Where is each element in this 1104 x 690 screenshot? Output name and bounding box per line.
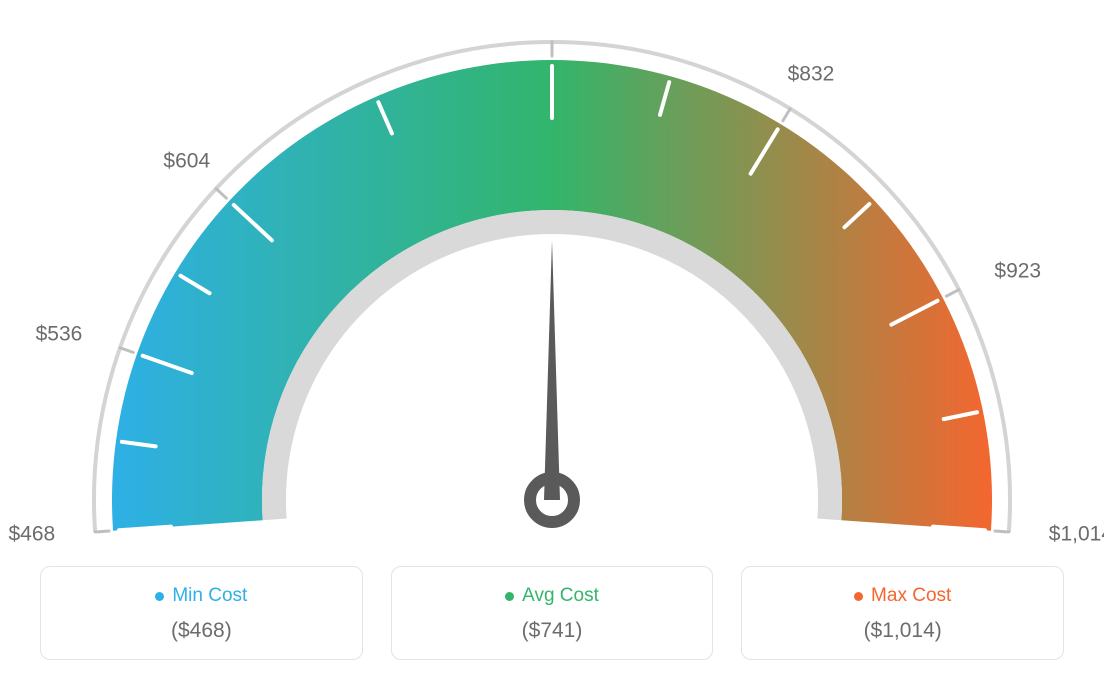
legend-value-min: ($468)	[51, 619, 352, 643]
legend-value-max: ($1,014)	[752, 619, 1053, 643]
gauge-tick-label: $468	[8, 523, 55, 546]
gauge-tick	[783, 109, 790, 121]
gauge-tick	[95, 531, 109, 532]
legend-value-avg: ($741)	[402, 619, 703, 643]
gauge-tick-label: $604	[163, 149, 210, 172]
legend-card-min: Min Cost ($468)	[40, 566, 363, 660]
legend-label-max: Max Cost	[752, 585, 1053, 607]
legend-label-min-text: Min Cost	[172, 585, 247, 607]
gauge-tick	[946, 290, 958, 296]
gauge-tick	[995, 531, 1009, 532]
gauge-tick-label: $832	[788, 63, 835, 86]
legend-label-avg: Avg Cost	[402, 585, 703, 607]
gauge-tick-label: $536	[36, 322, 83, 345]
legend-dot-avg	[505, 592, 514, 601]
gauge-tick	[120, 348, 133, 353]
gauge-tick	[216, 189, 226, 199]
gauge-tick-label: $741	[529, 0, 576, 3]
legend-card-max: Max Cost ($1,014)	[741, 566, 1064, 660]
legend-dot-max	[854, 592, 863, 601]
gauge-tick-label: $923	[994, 259, 1041, 282]
gauge-needle	[544, 240, 560, 500]
gauge-svg: $468 $536 $604 $741 $832 $923 $1,014	[0, 0, 1104, 560]
legend-label-avg-text: Avg Cost	[522, 585, 599, 607]
gauge-tick-label: $1,014	[1049, 523, 1104, 546]
legend-row: Min Cost ($468) Avg Cost ($741) Max Cost…	[0, 566, 1104, 660]
legend-label-min: Min Cost	[51, 585, 352, 607]
legend-card-avg: Avg Cost ($741)	[391, 566, 714, 660]
legend-label-max-text: Max Cost	[871, 585, 951, 607]
chart-container: $468 $536 $604 $741 $832 $923 $1,014 Min Cost …	[0, 0, 1104, 690]
gauge-area: $468 $536 $604 $741 $832 $923 $1,014	[0, 0, 1104, 560]
legend-dot-min	[155, 592, 164, 601]
